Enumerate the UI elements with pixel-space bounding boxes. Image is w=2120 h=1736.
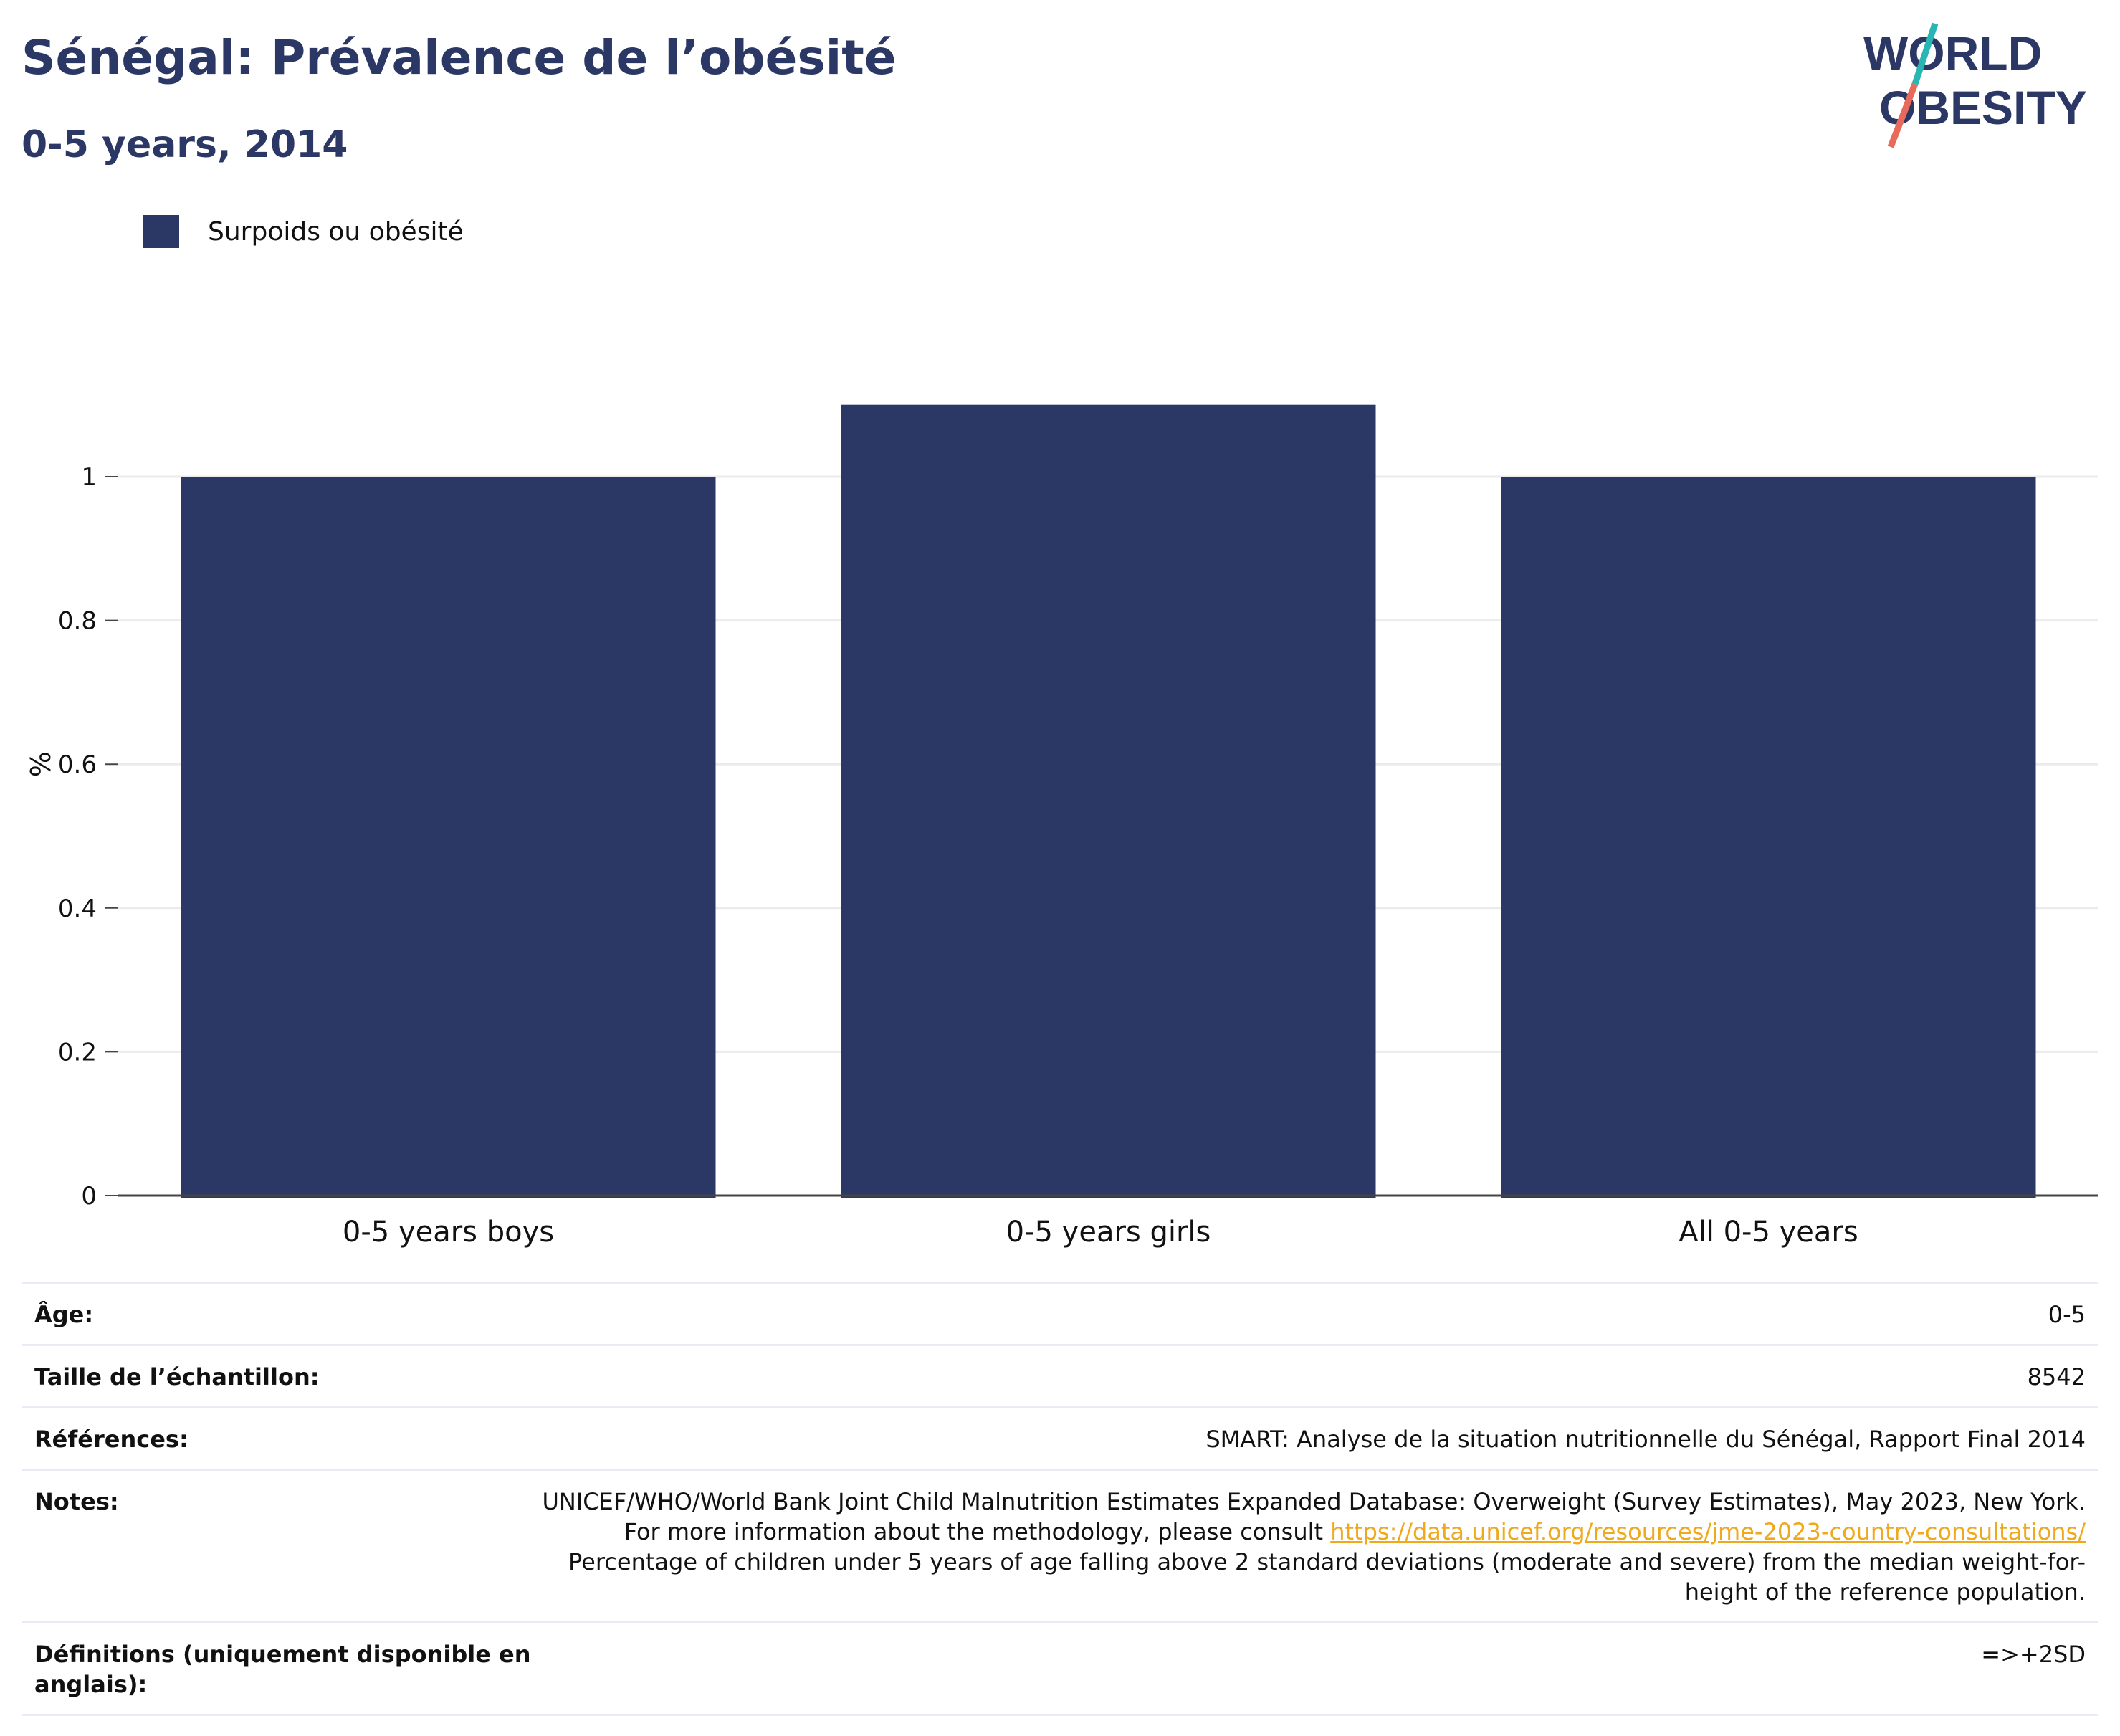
meta-value: =>+2SD (1981, 1641, 2086, 1668)
logo-slash-top (1911, 22, 1939, 85)
page-title: Sénégal: Prévalence de l’obésité (22, 30, 897, 85)
meta-row-definitions: Définitions (uniquement disponible en an… (22, 1623, 2098, 1716)
bar-chart: 0 0.2 0.4 0.6 0.8 1% 0-5 years boys 0-5 years g… (25, 404, 2098, 1249)
y-tick-label: 0 (81, 1182, 97, 1211)
meta-value: 8542 (2027, 1363, 2086, 1391)
meta-value: SMART: Analyse de la situation nutrition… (1205, 1426, 2086, 1453)
bar (1501, 477, 2036, 1198)
y-tick-label: 0.4 (58, 895, 97, 923)
x-tick-label: 0-5 years boys (343, 1216, 554, 1249)
y-tick-label: 0.6 (58, 750, 97, 779)
bar (181, 477, 716, 1198)
bar (841, 404, 1376, 1198)
meta-label: Définitions (uniquement disponible en an… (34, 1641, 531, 1698)
meta-value: UNICEF/WHO/World Bank Joint Child Malnut… (536, 1487, 2086, 1607)
meta-label: Références: (34, 1426, 188, 1453)
logo-slash-bottom (1887, 82, 1919, 148)
notes-text-continued: Percentage of children under 5 years of … (568, 1548, 2086, 1606)
meta-value: 0-5 (2048, 1301, 2086, 1328)
notes-text: UNICEF/WHO/World Bank Joint Child Malnut… (542, 1488, 2086, 1545)
page-subtitle: 0-5 years, 2014 (22, 123, 348, 166)
world-obesity-logo: WORLD OBESITY (1863, 22, 2087, 148)
y-tick-label: 0.8 (58, 607, 97, 636)
x-tick-label: All 0-5 years (1679, 1216, 1858, 1249)
notes-link[interactable]: https://data.unicef.org/resources/jme-20… (1330, 1518, 2086, 1545)
meta-row-notes: Notes: UNICEF/WHO/World Bank Joint Child… (22, 1471, 2098, 1623)
meta-label: Notes: (34, 1488, 119, 1515)
logo-line1: WORLD (1863, 27, 2042, 80)
legend-swatch (143, 215, 179, 248)
meta-row-references: Références: SMART: Analyse de la situati… (22, 1408, 2098, 1471)
x-tick-label: 0-5 years girls (1006, 1216, 1211, 1249)
meta-row-age: Âge: 0-5 (22, 1284, 2098, 1346)
legend-label: Surpoids ou obésité (208, 216, 464, 247)
y-tick-label: 1 (81, 463, 97, 492)
metadata-table: Âge: 0-5 Taille de l’échantillon: 8542 R… (22, 1282, 2098, 1716)
chart-legend: Surpoids ou obésité (143, 215, 464, 248)
meta-label: Taille de l’échantillon: (34, 1363, 320, 1391)
meta-row-sample-size: Taille de l’échantillon: 8542 (22, 1346, 2098, 1408)
y-axis-label: % (25, 751, 57, 777)
meta-label: Âge: (34, 1301, 94, 1328)
y-tick-label: 0.2 (58, 1038, 97, 1067)
